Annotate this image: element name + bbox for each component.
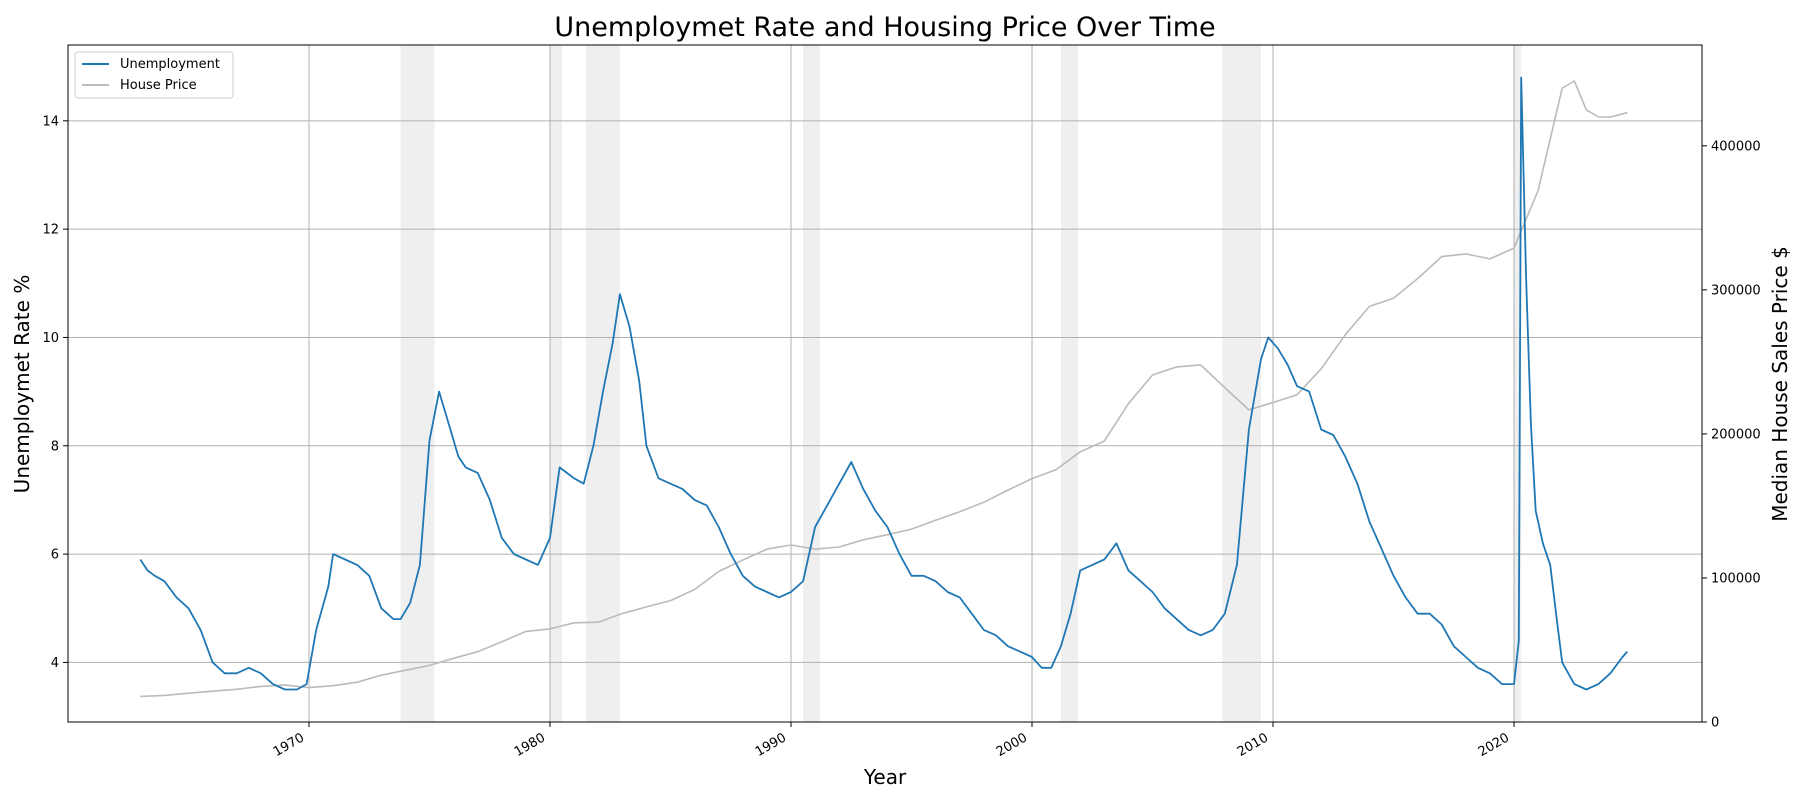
x-axis-title: Year <box>863 765 907 789</box>
y-right-tick-label: 100000 <box>1711 571 1761 586</box>
recession-band <box>550 45 563 722</box>
x-tick-label: 2020 <box>1476 730 1512 760</box>
y-axis-left: 4 6 8 10 12 14 <box>42 114 68 671</box>
house-price-line <box>140 80 1628 698</box>
house-price-series <box>140 80 1628 698</box>
gridlines <box>68 45 1702 722</box>
recession-band <box>1514 45 1522 722</box>
legend-unemployment-label: Unemployment <box>120 57 220 72</box>
recession-bands <box>400 45 1522 722</box>
y-left-tick-label: 14 <box>42 114 59 129</box>
y-axis-left-title: Unemploymet Rate % <box>10 275 34 494</box>
plot-frame <box>67 44 1703 723</box>
legend: Unemployment House Price <box>74 51 234 99</box>
x-tick-label: 2010 <box>1235 730 1271 760</box>
recession-band <box>803 45 820 722</box>
x-tick-label: 1990 <box>753 730 789 760</box>
x-tick-label: 1970 <box>271 730 307 760</box>
y-axis-right: 0 100000 200000 300000 400000 <box>1702 139 1761 731</box>
y-left-tick-label: 4 <box>51 656 59 671</box>
y-left-tick-label: 10 <box>42 331 59 346</box>
x-tick-label: 2000 <box>994 730 1030 760</box>
legend-house-price-label: House Price <box>120 78 197 93</box>
y-right-tick-label: 0 <box>1711 716 1719 731</box>
recession-band <box>586 45 620 722</box>
y-left-tick-label: 12 <box>42 223 59 238</box>
legend-box <box>74 51 234 99</box>
y-axis-right-title: Median House Sales Price $ <box>1768 246 1792 522</box>
x-axis: 1970 1980 1990 2000 2010 2020 <box>271 722 1515 760</box>
x-tick-label: 1980 <box>512 730 548 760</box>
y-right-tick-label: 400000 <box>1711 139 1761 154</box>
y-right-tick-label: 300000 <box>1711 283 1761 298</box>
y-left-tick-label: 6 <box>51 548 59 563</box>
y-right-tick-label: 200000 <box>1711 427 1761 442</box>
unemployment-line <box>139 76 1628 691</box>
y-left-tick-label: 8 <box>51 439 59 454</box>
unemployment-series <box>139 76 1628 691</box>
recession-band <box>1060 45 1078 722</box>
chart-title: Unemploymet Rate and Housing Price Over … <box>554 12 1215 43</box>
recession-band <box>400 45 435 722</box>
recession-band <box>1222 45 1261 722</box>
